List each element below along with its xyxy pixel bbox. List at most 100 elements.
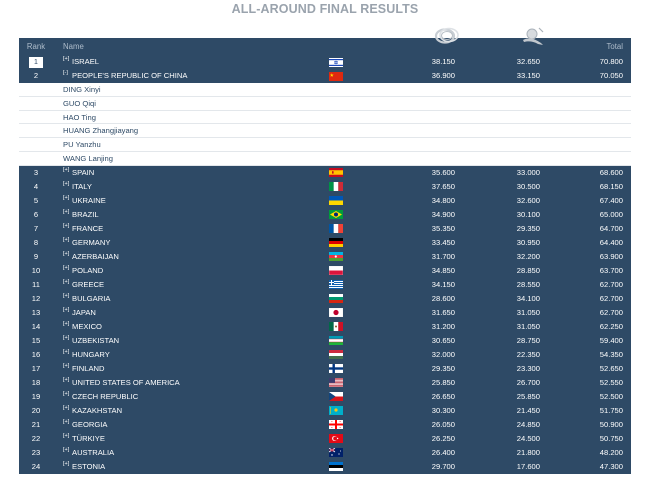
table-row[interactable]: 11 [+] GREECE 34.150 28.550 62.700 bbox=[19, 277, 631, 292]
country-name[interactable]: GERMANY bbox=[72, 237, 111, 247]
table-row[interactable]: 17 [+] FINLAND 29.350 23.300 52.650 bbox=[19, 361, 631, 376]
expand-toggle[interactable]: [+] bbox=[63, 292, 70, 299]
table-row[interactable]: 12 [+] BULGARIA 28.600 34.100 62.700 bbox=[19, 291, 631, 306]
table-row[interactable]: 16 [+] HUNGARY 32.000 22.350 54.350 bbox=[19, 347, 631, 362]
gymnast-row[interactable]: PU Yanzhu bbox=[19, 138, 631, 152]
gymnast-name[interactable]: GUO Qiqi bbox=[63, 98, 96, 108]
aus-flag-icon bbox=[329, 448, 343, 458]
expand-toggle[interactable]: [+] bbox=[63, 446, 70, 453]
rank-cell: 19 bbox=[31, 391, 41, 401]
total-score: 59.400 bbox=[599, 335, 623, 345]
page-title: ALL-AROUND FINAL RESULTS bbox=[231, 2, 419, 16]
gymnast-name[interactable]: HUANG Zhangjiayang bbox=[63, 126, 139, 136]
table-row[interactable]: 9 [+] AZERBAIJAN 31.700 32.200 63.900 bbox=[19, 249, 631, 264]
table-row[interactable]: 13 [+] JAPAN 31.650 31.050 62.700 bbox=[19, 305, 631, 320]
expand-toggle[interactable]: [+] bbox=[63, 56, 70, 62]
gymnast-row[interactable]: GUO Qiqi bbox=[19, 96, 631, 111]
rank-cell: 20 bbox=[31, 405, 41, 415]
gymnast-row[interactable]: HUANG Zhangjiayang bbox=[19, 124, 631, 139]
expand-toggle[interactable]: [+] bbox=[63, 180, 70, 187]
country-name[interactable]: CZECH REPUBLIC bbox=[72, 391, 139, 401]
bul-flag-icon bbox=[329, 294, 343, 304]
expand-toggle[interactable]: [+] bbox=[63, 236, 70, 243]
expand-toggle[interactable]: [+] bbox=[63, 306, 70, 313]
ball-score: 21.800 bbox=[516, 447, 540, 457]
expand-toggle[interactable]: [+] bbox=[63, 376, 70, 383]
country-name[interactable]: GEORGIA bbox=[72, 419, 108, 429]
country-name[interactable]: JAPAN bbox=[72, 307, 96, 317]
table-row[interactable]: 22 [+] TÜRKIYE 26.250 24.500 50.750 bbox=[19, 431, 631, 446]
table-row[interactable]: 19 [+] CZECH REPUBLIC 26.650 25.850 52.5… bbox=[19, 389, 631, 404]
expand-toggle[interactable]: [+] bbox=[63, 348, 70, 355]
country-name[interactable]: ITALY bbox=[72, 181, 92, 191]
expand-toggle[interactable]: [+] bbox=[63, 334, 70, 341]
country-name[interactable]: HUNGARY bbox=[72, 349, 110, 359]
table-row[interactable]: 3 [+] SPAIN 35.600 33.000 68.600 bbox=[19, 165, 631, 180]
country-name[interactable]: KAZAKHSTAN bbox=[72, 405, 123, 415]
ball-score: 32.200 bbox=[516, 251, 540, 261]
expand-toggle[interactable]: [+] bbox=[63, 404, 70, 411]
table-row[interactable]: 8 [+] GERMANY 33.450 30.950 64.400 bbox=[19, 235, 631, 250]
country-name[interactable]: FRANCE bbox=[72, 223, 104, 233]
ball-score: 30.100 bbox=[516, 209, 540, 219]
table-row[interactable]: 7 [+] FRANCE 35.350 29.350 64.700 bbox=[19, 221, 631, 236]
country-name[interactable]: ISRAEL bbox=[72, 57, 100, 66]
table-row[interactable]: 23 [+] AUSTRALIA 26.400 21.800 48.200 bbox=[19, 445, 631, 460]
country-name[interactable]: AZERBAIJAN bbox=[72, 251, 119, 261]
country-name[interactable]: GREECE bbox=[72, 279, 105, 289]
table-row[interactable]: 21 [+] GEORGIA 26.050 24.850 50.900 bbox=[19, 417, 631, 432]
expand-toggle[interactable]: [+] bbox=[63, 432, 70, 439]
ball-score: 22.350 bbox=[516, 349, 540, 359]
ball-score: 28.550 bbox=[516, 279, 540, 289]
table-row[interactable]: 5 [+] UKRAINE 34.800 32.600 67.400 bbox=[19, 193, 631, 208]
country-name[interactable]: MEXICO bbox=[72, 321, 102, 331]
expand-toggle[interactable]: [+] bbox=[63, 390, 70, 397]
expand-toggle[interactable]: [+] bbox=[63, 362, 70, 369]
gymnast-row[interactable]: HAO Ting bbox=[19, 110, 631, 125]
country-name[interactable]: BULGARIA bbox=[72, 293, 111, 303]
table-row[interactable]: 18 [+] UNITED STATES OF AMERICA 25.850 2… bbox=[19, 375, 631, 390]
table-row[interactable]: 15 [+] UZBEKISTAN 30.650 28.750 59.400 bbox=[19, 333, 631, 348]
country-name[interactable]: TÜRKIYE bbox=[72, 433, 105, 443]
expand-toggle[interactable]: [+] bbox=[63, 460, 70, 467]
expand-toggle[interactable]: [+] bbox=[63, 250, 70, 257]
country-name[interactable]: UKRAINE bbox=[72, 195, 106, 205]
country-name[interactable]: AUSTRALIA bbox=[72, 447, 115, 457]
table-row[interactable]: 14 [+] MEXICO 31.200 31.050 62.250 bbox=[19, 319, 631, 334]
rank-cell: 4 bbox=[33, 181, 39, 191]
gymnast-row[interactable]: WANG Lanjing bbox=[19, 151, 631, 166]
table-row[interactable]: 2 [-] PEOPLE'S REPUBLIC OF CHINA 36.900 … bbox=[19, 69, 631, 83]
table-row[interactable]: 1 [+] ISRAEL 38.150 32.650 70.800 bbox=[19, 55, 631, 69]
table-row[interactable]: 6 [+] BRAZIL 34.900 30.100 65.000 bbox=[19, 207, 631, 222]
table-row[interactable]: 4 [+] ITALY 37.650 30.500 68.150 bbox=[19, 179, 631, 194]
country-name[interactable]: FINLAND bbox=[72, 363, 105, 373]
gymnast-name[interactable]: HAO Ting bbox=[63, 112, 96, 122]
expand-toggle[interactable]: [+] bbox=[63, 418, 70, 425]
total-score: 54.350 bbox=[599, 349, 623, 359]
gymnast-name[interactable]: WANG Lanjing bbox=[63, 153, 113, 163]
country-name[interactable]: PEOPLE'S REPUBLIC OF CHINA bbox=[72, 71, 188, 80]
expand-toggle[interactable]: [+] bbox=[63, 194, 70, 201]
expand-toggle[interactable]: [+] bbox=[63, 278, 70, 285]
country-name[interactable]: UNITED STATES OF AMERICA bbox=[72, 377, 180, 387]
expand-toggle[interactable]: [+] bbox=[63, 208, 70, 215]
table-row[interactable]: 24 [+] ESTONIA 29.700 17.600 47.300 bbox=[19, 459, 631, 474]
country-name[interactable]: ESTONIA bbox=[72, 461, 106, 471]
expand-toggle[interactable]: [+] bbox=[63, 166, 70, 173]
country-name[interactable]: POLAND bbox=[72, 265, 104, 275]
country-name[interactable]: UZBEKISTAN bbox=[72, 335, 120, 345]
table-row[interactable]: 10 [+] POLAND 34.850 28.850 63.700 bbox=[19, 263, 631, 278]
rank-cell: 11 bbox=[32, 279, 40, 289]
collapse-toggle[interactable]: [-] bbox=[63, 70, 68, 76]
gymnast-name[interactable]: DING Xinyi bbox=[63, 85, 101, 94]
table-row[interactable]: 20 [+] KAZAKHSTAN 30.300 21.450 51.750 bbox=[19, 403, 631, 418]
hoop-score: 34.900 bbox=[431, 209, 455, 219]
expand-toggle[interactable]: [+] bbox=[63, 264, 70, 271]
gymnast-name[interactable]: PU Yanzhu bbox=[63, 140, 101, 150]
expand-toggle[interactable]: [+] bbox=[63, 222, 70, 229]
country-name[interactable]: BRAZIL bbox=[72, 209, 99, 219]
gymnast-row[interactable]: DING Xinyi bbox=[19, 83, 631, 97]
expand-toggle[interactable]: [+] bbox=[63, 320, 70, 327]
country-name[interactable]: SPAIN bbox=[72, 167, 95, 177]
rank-cell: 22 bbox=[31, 433, 41, 443]
